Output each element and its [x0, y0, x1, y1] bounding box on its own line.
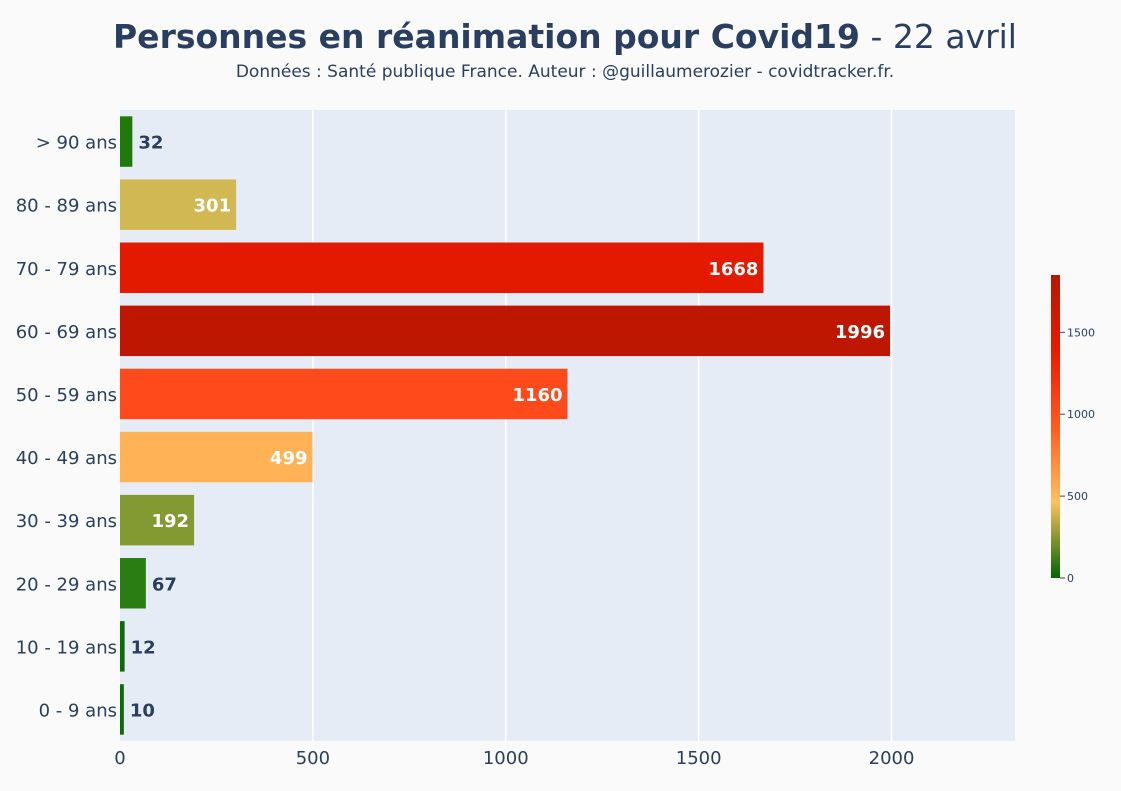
title-main: Personnes en réanimation pour Covid19 [113, 17, 860, 56]
bar [120, 684, 124, 735]
bar-value-label: 10 [130, 700, 155, 721]
category-label: 30 - 39 ans [16, 511, 117, 532]
category-label: 80 - 89 ans [16, 196, 117, 217]
colorbar: 0 500 1000 1500 [1051, 275, 1095, 585]
category-label: 0 - 9 ans [39, 700, 117, 721]
colorbar-tick-label: 1500 [1067, 326, 1095, 339]
x-tick-labels: 0 500 1000 1500 2000 [114, 748, 914, 769]
value-labels: 32 301 1668 1996 1160 499 192 67 12 10 [130, 133, 885, 722]
bar [120, 179, 237, 230]
category-label: 20 - 29 ans [16, 574, 117, 595]
bar [120, 305, 891, 357]
bar-value-label: 12 [131, 637, 156, 658]
x-tick-label: 0 [114, 748, 125, 769]
category-label: 40 - 49 ans [16, 448, 117, 469]
chart-subtitle: Données : Santé publique France. Auteur … [236, 62, 894, 82]
category-label: 70 - 79 ans [16, 259, 117, 280]
x-tick-label: 2000 [869, 748, 915, 769]
bar [120, 242, 764, 293]
x-tick-label: 1000 [483, 748, 529, 769]
x-tick-label: 500 [296, 748, 330, 769]
bar-value-label: 1996 [835, 322, 885, 343]
bar [120, 368, 568, 420]
category-label: 50 - 59 ans [16, 385, 117, 406]
colorbar-gradient [1051, 275, 1060, 578]
bar-value-label: 1668 [708, 259, 758, 280]
title-date: - 22 avril [860, 17, 1017, 56]
grid-lines [312, 110, 893, 741]
bar [120, 621, 125, 672]
bar-value-label: 32 [138, 133, 163, 154]
colorbar-tick-label: 1000 [1067, 408, 1095, 421]
bar-value-label: 192 [151, 511, 189, 532]
bar-value-label: 301 [194, 196, 232, 217]
category-labels: > 90 ans 80 - 89 ans 70 - 79 ans 60 - 69 an… [16, 133, 117, 722]
chart-title: Personnes en réanimation pour Covid19 - … [113, 17, 1017, 56]
category-label: 60 - 69 ans [16, 322, 117, 343]
bar-value-label: 499 [270, 448, 308, 469]
bar [120, 494, 195, 546]
bar-value-label: 67 [152, 574, 177, 595]
bar [120, 116, 133, 167]
x-tick-label: 1500 [676, 748, 722, 769]
bars [120, 116, 891, 735]
bar [120, 558, 146, 609]
colorbar-tick-label: 0 [1067, 572, 1074, 585]
category-label: > 90 ans [36, 133, 117, 154]
bar-value-label: 1160 [512, 385, 562, 406]
bar [120, 431, 313, 483]
plot-background [120, 110, 1015, 741]
colorbar-tick-label: 500 [1067, 490, 1088, 503]
category-label: 10 - 19 ans [16, 637, 117, 658]
